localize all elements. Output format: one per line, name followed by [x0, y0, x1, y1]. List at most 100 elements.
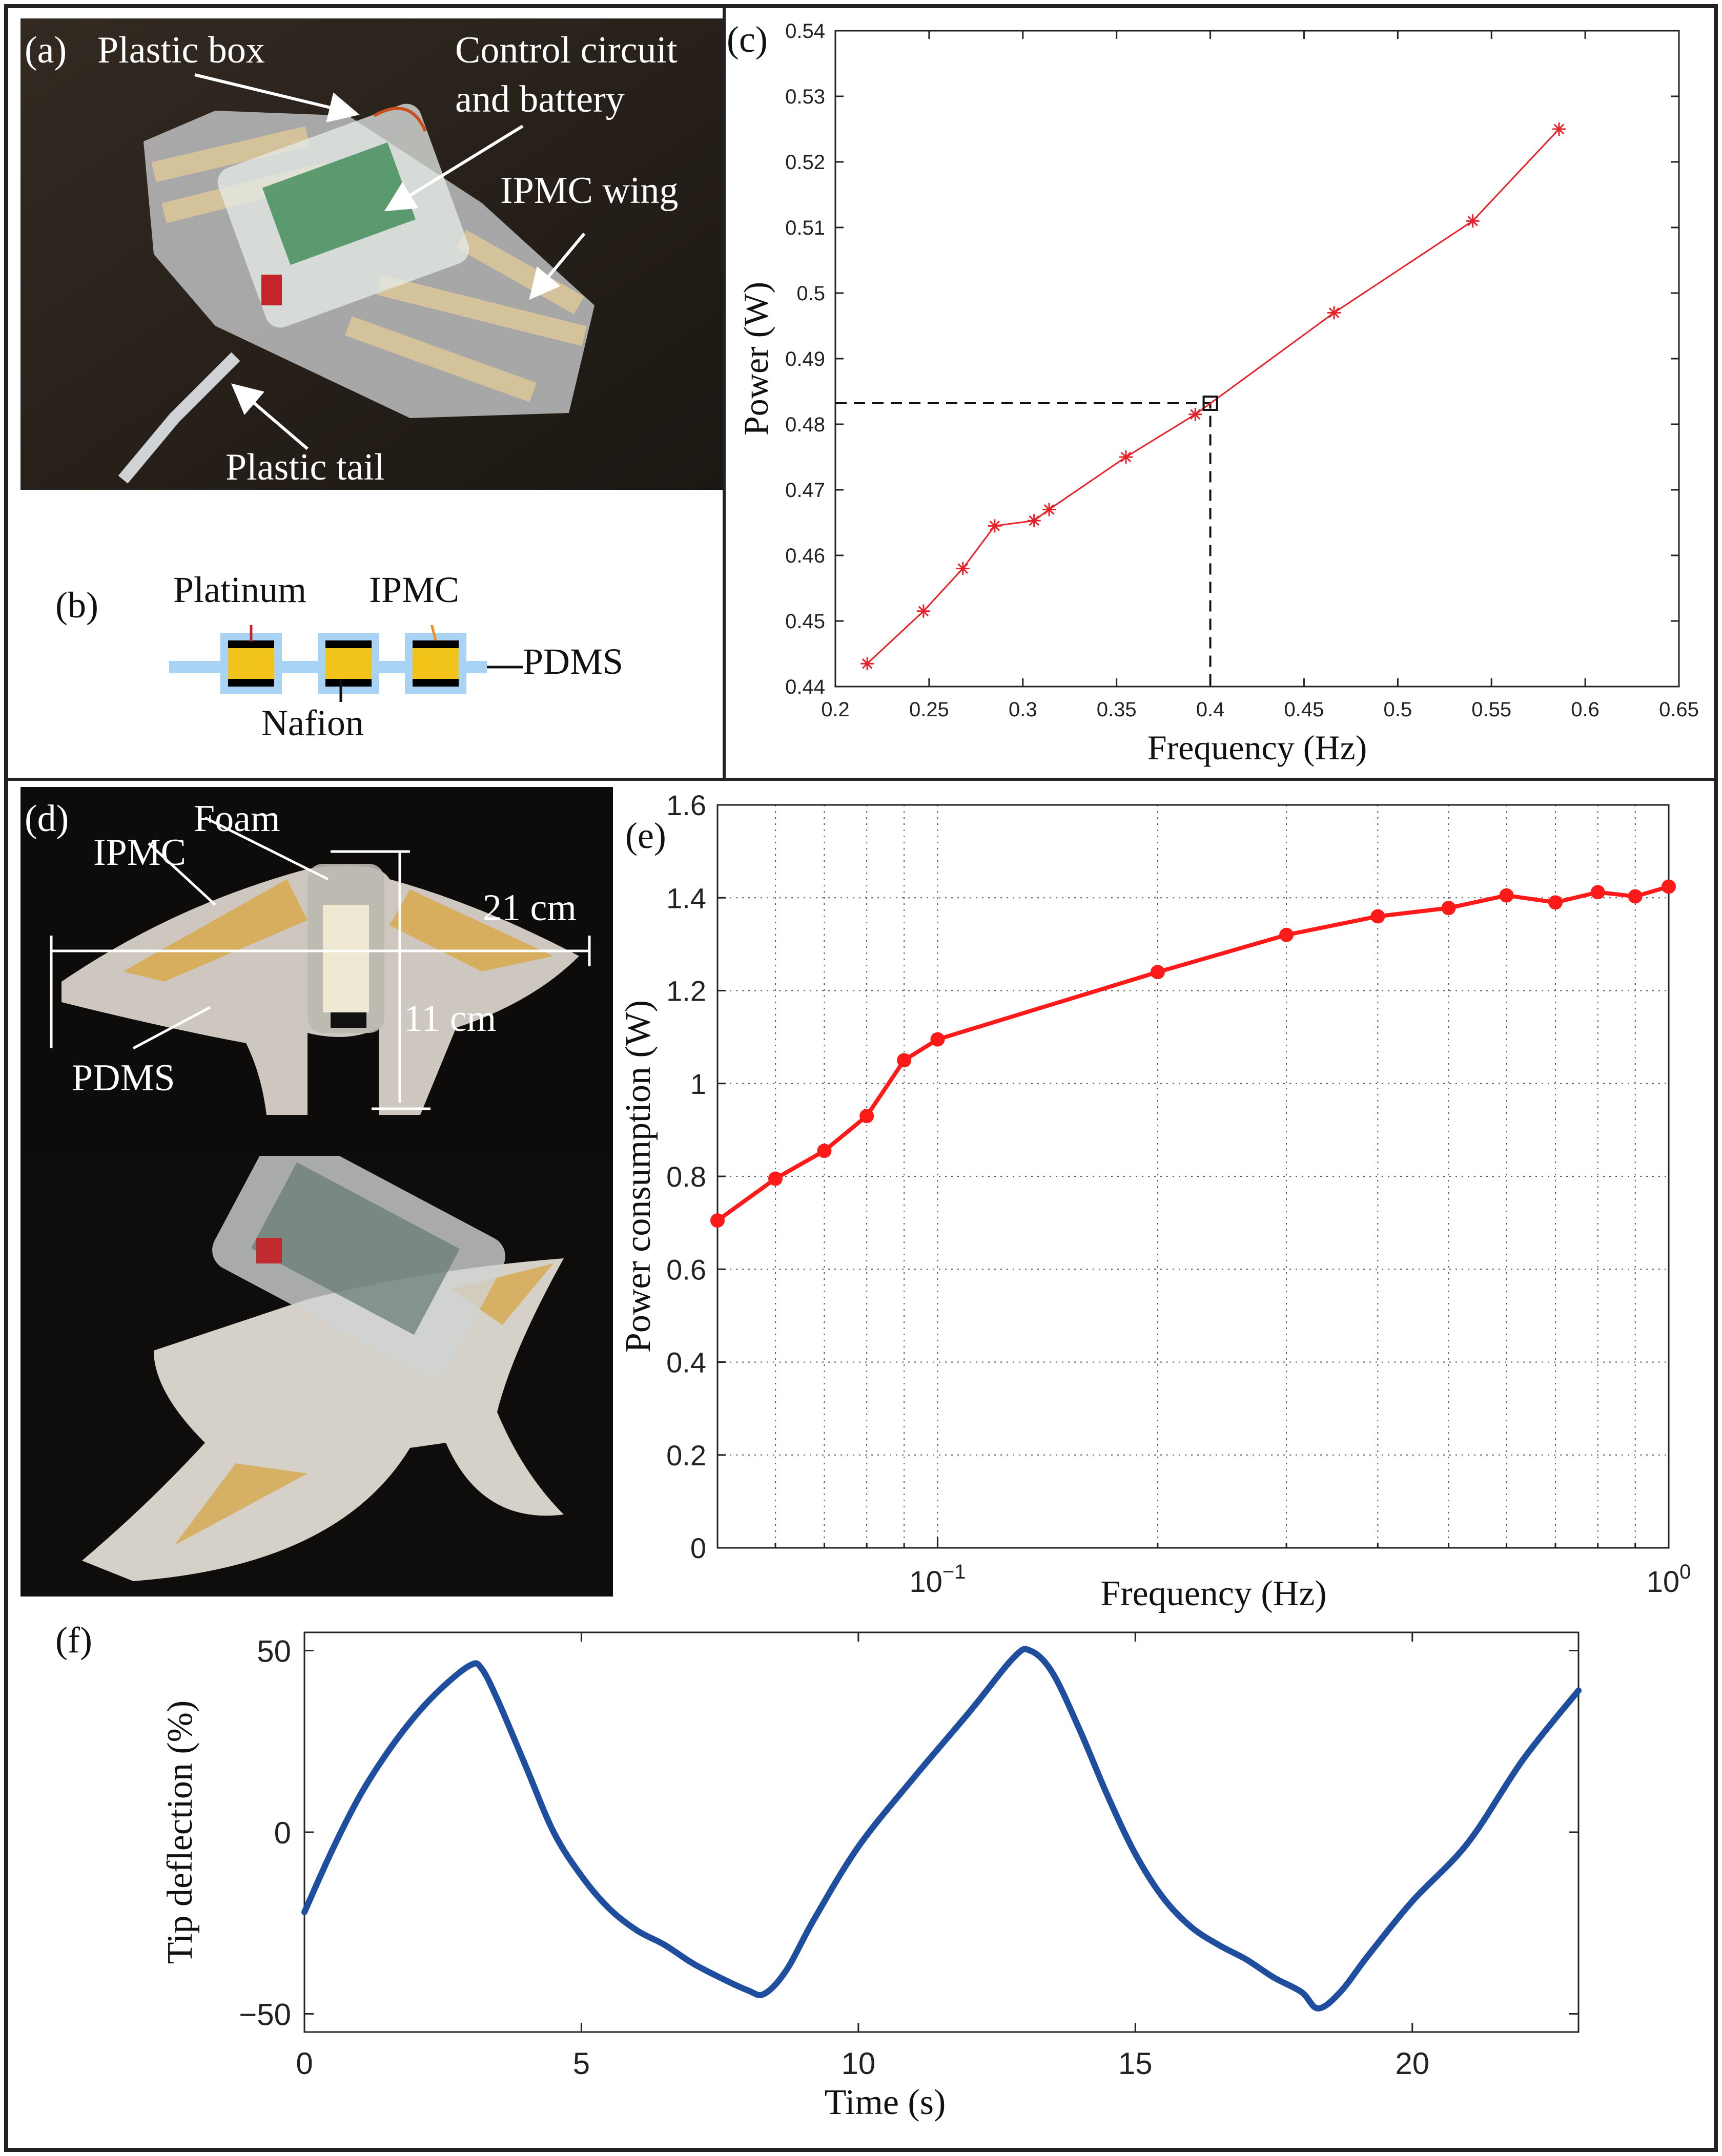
label-ipmc-wing: IPMC wing: [500, 170, 679, 212]
asterisk-stroke: [989, 521, 1000, 531]
data-point-e: [1441, 901, 1456, 916]
ipmc-segment-1: [220, 633, 282, 694]
label-platinum: Platinum: [173, 569, 307, 610]
panel-a-letter: (a): [25, 29, 67, 71]
x-tick-label-c: 0.65: [1659, 698, 1699, 721]
asterisk-stroke: [1043, 504, 1055, 515]
y-tick-label-c: 0.44: [785, 676, 825, 698]
y-tick-label-c: 0.49: [785, 348, 825, 370]
data-point-c: [916, 604, 930, 618]
robot-top-illustration: [20, 787, 613, 1156]
y-tick-label-e: 1.2: [666, 975, 706, 1007]
y-tick-label-e: 1.6: [666, 789, 706, 821]
x-tick-label-f: 20: [1395, 2046, 1429, 2081]
x-tick-base-e: 10: [909, 1565, 942, 1599]
x-axis-title-f: Time (s): [825, 2083, 946, 2122]
arrow-plastic-tail: [231, 383, 309, 450]
y-tick-label-e: 1.4: [666, 882, 706, 914]
y-tick-label-c: 0.5: [796, 282, 825, 305]
ipmc-segment-2: [318, 633, 379, 694]
asterisk-stroke: [862, 658, 873, 669]
chart-c-power-vs-frequency: 0.2 0.25 0.3 0.35 0.4 0.45 0.5 0.55 0.6 0.65 0.44 0…: [736, 20, 1699, 767]
asterisk-stroke: [1328, 307, 1340, 318]
label-nafion: Nafion: [261, 702, 364, 743]
plot-bg-e: [717, 805, 1669, 1548]
y-tick-label-c: 0.45: [785, 610, 825, 633]
x-tick-label-c: 0.45: [1284, 698, 1324, 721]
asterisk-stroke: [1029, 515, 1039, 526]
y-tick-label-e: 0: [690, 1532, 706, 1564]
ipmc-cross-section-diagram: [169, 625, 523, 702]
y-tick-label-c: 0.46: [785, 545, 825, 567]
data-point-e: [859, 1109, 874, 1124]
figure-frame: [4, 4, 1718, 2152]
y-tick-label-e: 1: [690, 1068, 706, 1100]
label-control-circuit: Control circuit: [455, 29, 678, 71]
panel-a-arrows: [194, 73, 586, 450]
x-tick-label-c: 0.3: [1009, 698, 1037, 721]
data-point-e: [897, 1053, 912, 1068]
y-tick-label-e: 0.6: [666, 1253, 706, 1286]
data-point-e: [768, 1171, 783, 1186]
label-ipmc: IPMC: [369, 569, 460, 610]
x-tick-base-e: 10: [1647, 1565, 1680, 1599]
panel-d-dimension-lines: [50, 816, 591, 1110]
data-point-e: [710, 1213, 725, 1228]
panel-b-letter: (b): [55, 585, 98, 626]
ipmc-pointer: [430, 625, 437, 641]
data-point-c: [1119, 450, 1133, 464]
y-tick-label-e: 0.8: [666, 1160, 706, 1193]
panel-e-letter: (e): [625, 815, 666, 856]
data-point-e: [930, 1032, 945, 1047]
arrow-control-circuit: [384, 125, 524, 212]
data-point-e: [1590, 885, 1605, 900]
data-point-c: [1188, 407, 1202, 421]
photo-robot-top-view: [20, 787, 613, 1156]
arrow-plastic-box: [194, 73, 360, 122]
x-tick-label-c: 0.5: [1384, 698, 1412, 721]
asterisk-stroke: [918, 606, 929, 617]
x-tick-label-c: 0.55: [1471, 698, 1511, 721]
y-tick-label-c: 0.51: [785, 217, 825, 239]
data-point-c: [1042, 503, 1056, 516]
x-tick-label-f: 10: [841, 2046, 875, 2081]
asterisk-stroke: [1553, 123, 1565, 135]
data-point-e: [1150, 965, 1165, 980]
x-axis-title-c: Frequency (Hz): [1147, 728, 1367, 767]
label-and-battery: and battery: [455, 78, 625, 120]
x-tick-label-c: 0.4: [1196, 698, 1225, 721]
y-tick-label-e: 0.4: [666, 1346, 706, 1379]
panel-c-letter: (c): [727, 19, 768, 60]
x-tick-label-c: 0.6: [1571, 698, 1600, 721]
x-tick-label-c: 0.25: [909, 698, 949, 721]
x-tick-label-e: 100: [1647, 1561, 1691, 1599]
y-axis-title-c: Power (W): [736, 282, 775, 436]
data-point-e: [1628, 889, 1643, 904]
asterisk-stroke: [957, 563, 968, 574]
data-point-c: [1327, 306, 1341, 320]
panel-f-letter: (f): [55, 1620, 92, 1661]
plot-area-e: [716, 804, 1670, 1549]
y-tick-label-c: 0.54: [785, 20, 825, 43]
asterisk-stroke: [1190, 409, 1201, 420]
y-tick-label-c: 0.47: [785, 479, 825, 502]
x-tick-label-f: 0: [296, 2046, 313, 2081]
y-tick-label-f: −50: [239, 1998, 291, 2032]
label-pdms: PDMS: [523, 641, 624, 682]
photo-robot-prototype: [20, 18, 723, 490]
x-tick-label-f: 5: [573, 2046, 590, 2081]
highlight-marker-square: [1202, 396, 1218, 411]
data-point-c: [988, 519, 1001, 533]
x-tick-exp-e: 0: [1679, 1561, 1691, 1583]
y-tick-label-f: 0: [274, 1816, 291, 1850]
y-axis-title-f: Tip deflection (%): [160, 1701, 200, 1964]
label-pdms-d: PDMS: [72, 1057, 175, 1099]
column-divider-top: [723, 4, 726, 779]
panel-d-letter: (d): [25, 798, 69, 840]
y-tick-label-c: 0.53: [785, 86, 825, 108]
data-point-c: [1466, 214, 1480, 228]
data-point-c: [1552, 122, 1566, 136]
y-tick-label-e: 0.2: [666, 1439, 706, 1471]
x-tick-label-e: 10−1: [909, 1561, 966, 1599]
